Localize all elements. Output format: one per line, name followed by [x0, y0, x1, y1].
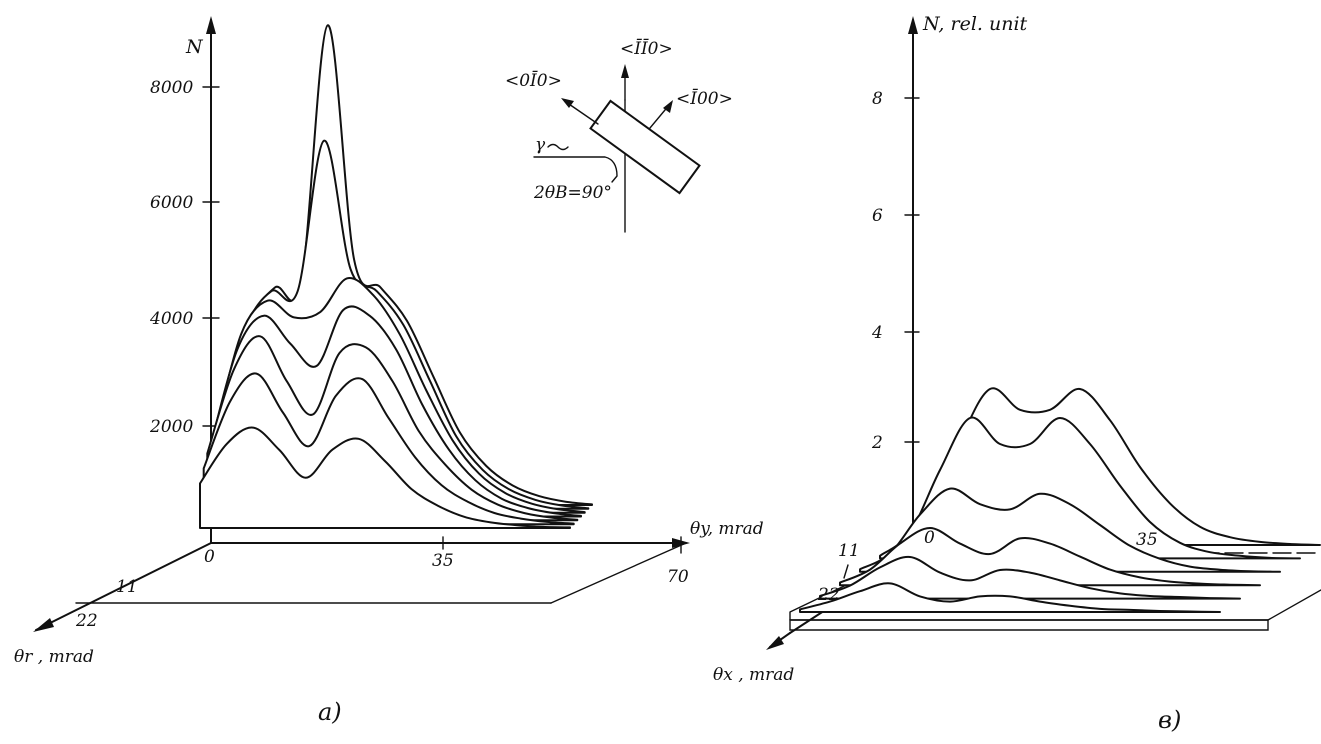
- panel-a-x-tick-label-35: 35: [432, 551, 454, 571]
- panel-a-y-arrow: [33, 618, 54, 632]
- panel-b-z-tick-label-6: 6: [872, 206, 883, 226]
- panel-a-z-tick-label-8000: 8000: [150, 78, 193, 98]
- panel-a-ridges: [200, 25, 592, 528]
- inset-beam-wave: [548, 145, 568, 150]
- panel-a-y-tick-label-11: 11: [116, 577, 138, 597]
- panel-a-inset: <0Ī0> <ĪĪ0> <Ī00> γ 2θB=90°: [505, 38, 733, 232]
- panel-a-x-label: θy, mrad: [690, 519, 764, 539]
- panel-a-z-arrow: [206, 16, 216, 34]
- panel-b-z-tick-label-2: 2: [871, 433, 883, 453]
- panel-b-z-tick-label-4: 4: [871, 323, 883, 343]
- panel-b-z-tick-label-8: 8: [872, 89, 883, 109]
- panel-b-x-tick-label-35: 35: [1136, 530, 1158, 550]
- panel-a-y-label: θr , mrad: [14, 647, 94, 667]
- panel-b-slab-front: [790, 620, 1268, 630]
- inset-crystal: [591, 101, 700, 193]
- panel-b-y-tick-11: [844, 565, 848, 578]
- panel-a-z-tick-label-2000: 2000: [149, 417, 193, 437]
- panel-a-z-label: N: [185, 36, 204, 58]
- panel-b-y-tick-label-11: 11: [838, 541, 860, 561]
- panel-b-z-arrow: [908, 16, 918, 34]
- panel-a-y-tick-label-22: 22: [75, 611, 98, 631]
- panel-b-y-tick-label-22: 22: [817, 585, 840, 605]
- inset-beam-label: γ: [535, 135, 546, 155]
- panel-b-ridges: [800, 388, 1320, 612]
- panel-b-x-tick-label-0: 0: [924, 528, 935, 548]
- panel-a-x-tick-label-0: 0: [204, 547, 215, 567]
- panel-b-y-label: θx , mrad: [713, 665, 794, 685]
- panel-b-caption: в): [1158, 706, 1181, 734]
- panel-b-slab-right: [1268, 590, 1321, 620]
- panel-b-labels: N, rel. unit 2 4 6 8 0 35 11 22 θx , mra…: [713, 13, 1181, 734]
- panel-b: N, rel. unit 2 4 6 8 0 35 11 22 θx , mra…: [713, 13, 1321, 734]
- panel-a: N 2000 4000 6000 8000 0 35 70 11 22 θy, …: [14, 16, 764, 726]
- inset-angle-label: 2θB=90°: [533, 183, 612, 203]
- panel-b-z-label: N, rel. unit: [922, 13, 1028, 35]
- inset-label-010: <0Ī0>: [505, 70, 562, 91]
- panel-a-z-tick-label-6000: 6000: [150, 193, 193, 213]
- inset-up-arrow: [621, 64, 629, 78]
- inset-label-100: <Ī00>: [676, 88, 733, 109]
- panel-a-caption: a): [318, 698, 342, 726]
- inset-beam-line: [534, 157, 617, 182]
- inset-label-110: <ĪĪ0>: [620, 38, 673, 59]
- panel-a-z-tick-label-4000: 4000: [149, 309, 193, 329]
- panel-a-x-tick-label-70: 70: [667, 567, 689, 587]
- panel-a-floor-right: [551, 543, 686, 603]
